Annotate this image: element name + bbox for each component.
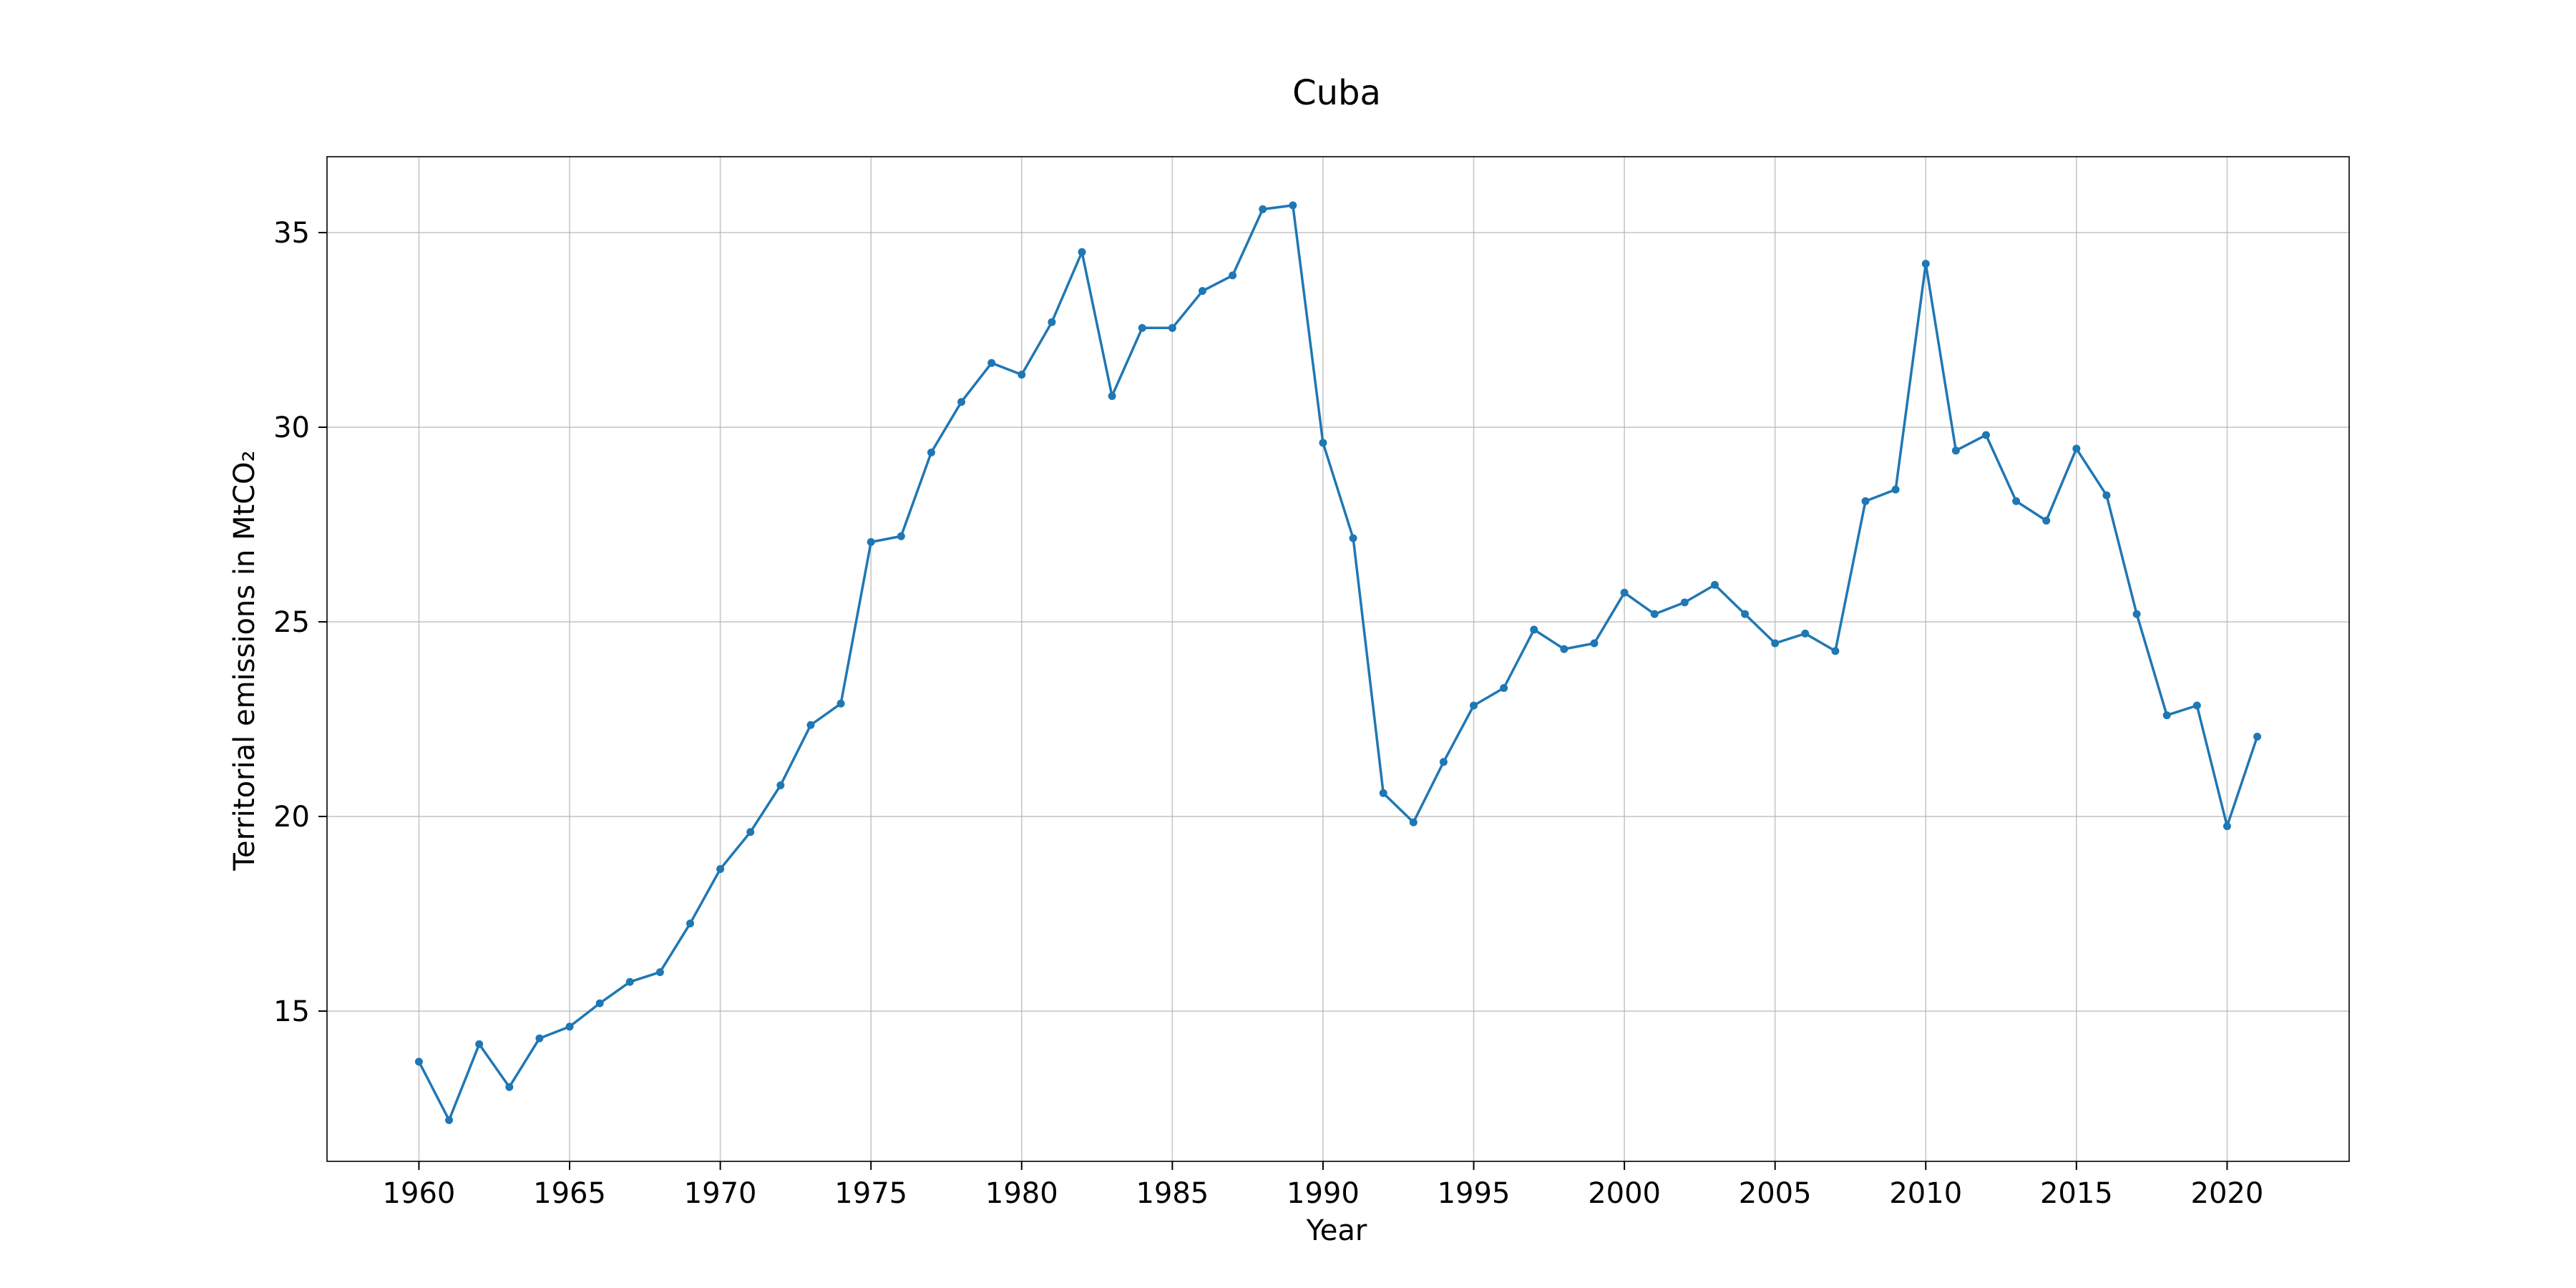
x-tick-label: 1960 <box>383 1177 456 1210</box>
data-point <box>1560 645 1568 653</box>
data-point <box>414 1058 423 1066</box>
data-points <box>414 201 2262 1124</box>
data-point <box>1620 588 1629 597</box>
x-tick-label: 1985 <box>1136 1177 1209 1210</box>
y-tick-label: 30 <box>273 411 310 444</box>
data-point <box>1530 625 1538 634</box>
data-point <box>1439 758 1448 766</box>
data-point <box>655 968 664 977</box>
data-point <box>2162 711 2171 720</box>
data-point <box>1650 610 1659 618</box>
data-point <box>2012 497 2021 505</box>
grid <box>327 157 2349 1161</box>
x-tick-label: 2020 <box>2191 1177 2264 1210</box>
data-point <box>2132 610 2141 618</box>
data-point <box>1470 701 1478 710</box>
data-point <box>1168 323 1176 332</box>
data-point <box>686 919 695 928</box>
data-point <box>1379 789 1387 797</box>
data-point <box>1861 497 1870 505</box>
data-point <box>1500 684 1508 693</box>
data-point <box>927 448 935 457</box>
x-tick-label: 1965 <box>533 1177 606 1210</box>
data-point <box>716 864 725 873</box>
x-tick-label: 2010 <box>1889 1177 1962 1210</box>
data-point <box>2253 733 2262 741</box>
series-line <box>417 204 2259 1122</box>
data-point <box>1078 248 1086 256</box>
data-point <box>957 398 966 406</box>
data-point <box>1981 431 1990 439</box>
x-tick-label: 1980 <box>985 1177 1058 1210</box>
data-point <box>836 699 845 708</box>
data-point <box>867 538 875 547</box>
data-point <box>475 1040 484 1048</box>
y-tick-label: 25 <box>273 606 310 639</box>
data-point <box>2102 491 2111 499</box>
data-point <box>1108 392 1116 401</box>
data-point <box>897 532 905 540</box>
data-point <box>625 977 634 986</box>
data-point <box>776 781 785 790</box>
data-point <box>1289 201 1297 210</box>
data-point <box>595 999 604 1008</box>
data-point <box>1680 598 1689 607</box>
plot-area-frame <box>326 156 2350 1162</box>
data-point <box>1048 318 1056 326</box>
x-axis: 1960 1965 1970 1975 1980 1985 1990 1995 2000 2005… <box>383 1161 2264 1210</box>
data-point <box>1891 485 1900 494</box>
data-point <box>1590 639 1599 648</box>
data-point <box>1921 260 1930 268</box>
data-point <box>1138 323 1146 332</box>
x-axis-title: Year <box>1306 1214 1367 1247</box>
data-point <box>1319 439 1327 447</box>
x-tick-label: 1995 <box>1438 1177 1511 1210</box>
data-point <box>1741 610 1750 618</box>
y-tick-label: 35 <box>273 217 310 250</box>
x-tick-label: 2000 <box>1588 1177 1661 1210</box>
x-tick-label: 2015 <box>2040 1177 2113 1210</box>
data-point <box>806 721 815 729</box>
data-point <box>1349 534 1357 542</box>
data-point <box>1229 271 1237 280</box>
data-point <box>1710 580 1719 589</box>
data-point <box>1259 205 1267 213</box>
data-point <box>1831 647 1840 655</box>
data-point <box>1771 639 1780 648</box>
data-point <box>535 1034 544 1043</box>
data-point <box>2042 517 2051 525</box>
y-tick-label: 15 <box>273 995 310 1028</box>
data-point <box>2223 822 2231 831</box>
data-point <box>1198 287 1206 296</box>
data-point <box>2072 444 2081 453</box>
data-point <box>445 1116 454 1124</box>
x-tick-label: 1975 <box>834 1177 907 1210</box>
data-point <box>746 828 755 836</box>
data-point <box>2192 701 2201 710</box>
data-point <box>1951 447 1960 455</box>
data-point <box>1018 371 1026 379</box>
x-tick-label: 1990 <box>1287 1177 1360 1210</box>
data-point <box>1801 629 1810 638</box>
x-tick-label: 2005 <box>1739 1177 1812 1210</box>
y-axis: 15 20 25 30 35 <box>273 217 327 1028</box>
y-axis-title: Territorial emissions in MtCO₂ <box>228 450 261 871</box>
data-point <box>565 1023 574 1031</box>
x-tick-label: 1970 <box>684 1177 757 1210</box>
chart-title: Cuba <box>1292 73 1381 113</box>
data-point <box>505 1083 514 1091</box>
data-point <box>1409 818 1418 826</box>
data-point <box>987 358 996 367</box>
y-tick-label: 20 <box>273 801 310 834</box>
